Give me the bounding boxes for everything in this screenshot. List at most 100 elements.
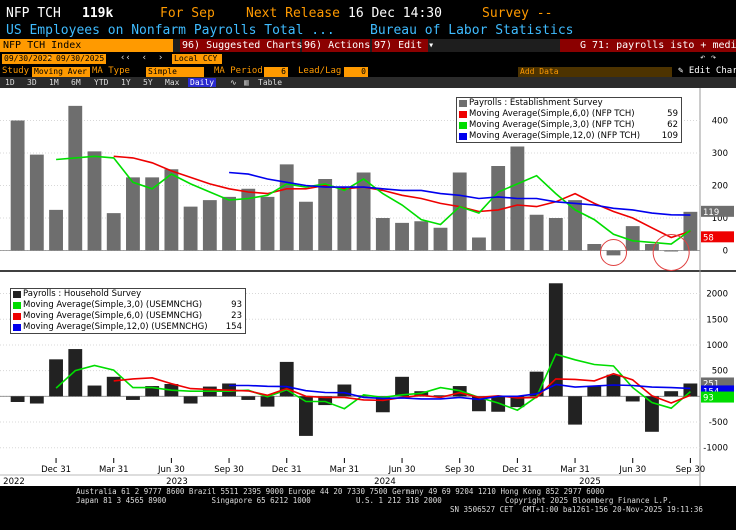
chart-bar (529, 214, 544, 251)
blue-swatch-icon (459, 133, 467, 140)
chart-bar (299, 201, 313, 251)
legend-value: 93 (231, 300, 242, 310)
legend-title: Payrolls : Establishment Survey (469, 98, 603, 108)
x-tick-label: Mar 31 (99, 465, 129, 475)
y-tick-label: 500 (712, 367, 728, 377)
chart-bar (202, 200, 217, 251)
chart-bar (625, 226, 640, 251)
range-1y[interactable]: 1Y (121, 78, 131, 87)
legend-value: 59 (667, 109, 678, 119)
chart-bar (164, 169, 179, 251)
year-label: 2025 (579, 477, 601, 486)
edit-chart-button[interactable]: ✎ Edit Chart (678, 66, 736, 76)
range-3d[interactable]: 3D (27, 78, 37, 87)
x-tick-label: Jun 30 (157, 465, 185, 475)
range-6m[interactable]: 6M (71, 78, 81, 87)
last-value: 119k (82, 6, 114, 21)
red-swatch-icon (13, 313, 21, 320)
currency-select[interactable]: Local CCY (172, 54, 222, 64)
security-description: US Employees on Nonfarm Payrolls Total .… (6, 23, 335, 38)
chart-bar (279, 164, 294, 251)
range-ytd[interactable]: YTD (94, 78, 109, 87)
chart-bar (183, 206, 198, 251)
ma-period-input[interactable]: 6 (264, 67, 288, 77)
x-tick-label: Dec 31 (272, 465, 302, 475)
chart-bar (472, 237, 486, 251)
add-data-input[interactable]: Add Data (518, 67, 672, 77)
frequency-select[interactable]: Daily (188, 78, 217, 87)
chart-bar (587, 244, 602, 251)
range-max[interactable]: Max (165, 78, 180, 87)
ma-type-select[interactable]: Simple (146, 67, 204, 77)
red-swatch-icon (459, 111, 467, 118)
chart-bar (491, 396, 506, 412)
legend-top: Payrolls : Establishment Survey Moving A… (456, 97, 682, 143)
chart-bar (29, 154, 44, 251)
chart-bar (106, 376, 121, 397)
legend-value: 62 (667, 120, 678, 130)
chart-bar (356, 172, 371, 251)
end-date-input[interactable]: 09/30/2025 (54, 54, 107, 64)
line-chart-icon[interactable]: ∿ (230, 78, 237, 87)
chart-bar (472, 396, 486, 412)
chart-bar (49, 359, 63, 397)
highlight-circle (652, 234, 690, 271)
chart-bar (87, 385, 102, 397)
ma-type-label: MA Type (92, 66, 130, 76)
range-1d[interactable]: 1D (5, 78, 15, 87)
y-tick-label: -500 (709, 418, 728, 428)
chart-name-label: G 71: payrolls isto + medie (580, 40, 736, 51)
range-1m[interactable]: 1M (49, 78, 59, 87)
chart-name-button[interactable]: G 71: payrolls isto + medie (560, 39, 736, 52)
chart-bar (548, 283, 563, 397)
legend-item: Payrolls : Household Survey (11, 289, 245, 300)
next-release-label: Next Release (246, 6, 340, 21)
legend-label: Moving Average(Simple,12,0) (USEMNCHG) (23, 322, 208, 332)
x-tick-label: Dec 31 (502, 465, 532, 475)
undo-redo-icon[interactable]: ↶ ↷ (700, 53, 717, 63)
chart-bar (241, 188, 256, 251)
ticker[interactable]: NFP TCH (6, 6, 61, 21)
bar-swatch-icon (459, 100, 467, 107)
chart-bar (68, 349, 83, 397)
toolbar: NFP TCH Index 96) Suggested Charts ▾ 96)… (0, 39, 736, 52)
last-value-label: 251 (703, 379, 719, 389)
chart-bar (510, 396, 525, 408)
x-tick-label: Jun 30 (388, 465, 416, 475)
edit-chart-label: Edit Chart (688, 66, 736, 76)
chart-bar (145, 386, 160, 397)
chart-bar (625, 396, 640, 402)
edit-button[interactable]: 97) Edit ▾ (372, 39, 435, 52)
chart-bar (29, 396, 44, 404)
chart-bar (568, 200, 582, 251)
table-button[interactable]: Table (258, 78, 283, 87)
chart-bar (491, 166, 506, 251)
start-date-input[interactable]: 09/30/2022 (2, 54, 55, 64)
chart-bar (145, 177, 160, 251)
last-value-tag (701, 385, 734, 397)
study-select[interactable]: Moving Aver (32, 67, 90, 77)
suggested-charts-button[interactable]: 96) Suggested Charts ▾ (180, 39, 315, 52)
chart-bar (568, 396, 582, 425)
chart-bar (587, 386, 602, 397)
y-tick-label: 300 (712, 149, 728, 159)
chart-bar (318, 179, 333, 251)
last-value-tag (701, 377, 734, 389)
chart-bar (375, 218, 390, 251)
legend-item: Moving Average(Simple,12,0) (NFP TCH) 109 (457, 131, 681, 142)
actions-button[interactable]: 96) Actions ▾ (302, 39, 383, 52)
chart-bar (183, 396, 198, 404)
year-label: 2022 (3, 477, 25, 486)
chart-area: 010020030040011958-1000-5000500100015002… (0, 88, 736, 487)
leadlag-input[interactable]: 0 (344, 67, 368, 77)
last-value-tag (701, 231, 734, 243)
legend-label: Moving Average(Simple,6,0) (USEMNCHG) (23, 311, 203, 321)
bar-chart-icon[interactable]: ▥ (244, 78, 249, 87)
chart-svg[interactable]: 010020030040011958-1000-5000500100015002… (0, 88, 736, 487)
range-5y[interactable]: 5Y (143, 78, 153, 87)
y-tick-label: 1500 (706, 315, 728, 325)
year-label: 2024 (374, 477, 396, 486)
x-tick-label: Sep 30 (676, 465, 706, 475)
chart-bar (664, 391, 679, 397)
security-field[interactable]: NFP TCH Index (0, 39, 173, 52)
